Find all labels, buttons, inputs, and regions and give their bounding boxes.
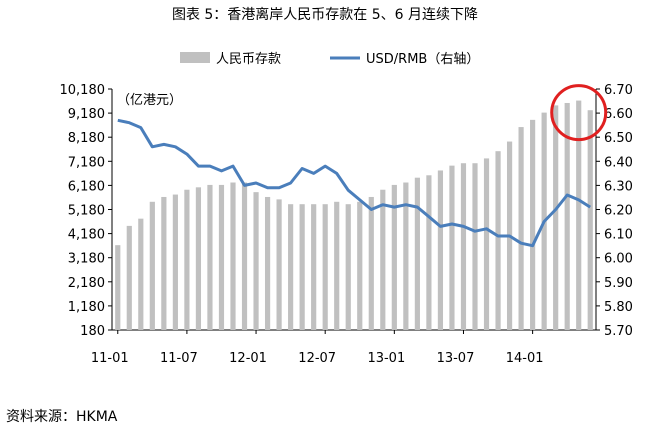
chart-svg: 人民币存款 USD/RMB（右轴） 180 1,180 2,180 3,180 4,180 5…	[60, 52, 633, 366]
right-axis-tick-label: 5.70	[604, 324, 633, 339]
left-axis-tick-label: 7,180	[68, 155, 105, 170]
bar-11-06	[172, 194, 178, 330]
right-axis-tick-label: 6.20	[604, 204, 633, 219]
right-axis-tick-label: 6.30	[604, 179, 633, 194]
bar-12-06	[311, 204, 317, 330]
bar-13-07	[460, 163, 467, 330]
bar-12-03	[276, 199, 282, 330]
bar-12-02	[264, 196, 271, 330]
left-axis-tick-label: 9,180	[68, 107, 105, 122]
bar-11-08	[195, 187, 202, 330]
bar-13-08	[472, 163, 478, 330]
bar-11-07	[184, 189, 190, 330]
bar-13-04	[426, 175, 432, 330]
bar-12-04	[288, 204, 294, 330]
bar-11-04	[149, 201, 155, 330]
bar-13-05	[437, 170, 444, 330]
x-axis-tick-label: 13-01	[367, 351, 405, 366]
left-axis-tick-label: 1,180	[68, 300, 105, 315]
legend-label-deposits: 人民币存款	[216, 52, 281, 67]
bar-14-05	[576, 100, 582, 331]
bar-11-10	[218, 184, 225, 330]
bar-12-09	[345, 204, 351, 330]
bar-13-06	[449, 165, 455, 330]
left-axis-tick-label: 4,180	[68, 228, 105, 243]
x-axis-tick-label: 12-07	[298, 351, 336, 366]
bar-11-05	[161, 196, 167, 330]
x-axis-tick-label: 12-01	[229, 351, 267, 366]
highlight-circle	[550, 84, 608, 142]
bar-13-10	[495, 151, 501, 330]
source-note: 资料来源：HKMA	[6, 409, 118, 425]
left-axis-unit-label: （亿港元）	[117, 93, 182, 108]
bar-12-07	[322, 204, 328, 330]
left-axis-tick-label: 8,180	[68, 131, 105, 146]
left-axis-tick-label: 180	[80, 324, 105, 339]
chart-title: 图表 5：香港离岸人民币存款在 5、6 月连续下降	[171, 7, 479, 23]
bar-12-08	[334, 201, 340, 330]
right-axis-tick-label: 6.70	[604, 83, 633, 98]
bar-13-09	[483, 158, 490, 330]
usdrmb-line	[117, 118, 591, 248]
bar-13-03	[414, 177, 420, 330]
right-axis-tick-label: 5.80	[604, 300, 633, 315]
right-axis-tick-label: 5.90	[604, 276, 633, 291]
left-axis-tick-label: 6,180	[68, 179, 105, 194]
x-axis-tick-label: 14-01	[506, 351, 544, 366]
right-axis-tick-label: 6.00	[604, 252, 633, 267]
bar-13-12	[518, 127, 524, 330]
bar-12-12	[380, 189, 386, 330]
bar-12-10	[357, 201, 363, 330]
bar-12-05	[299, 204, 305, 330]
bar-12-01	[253, 192, 259, 330]
legend-bar-swatch	[180, 52, 210, 63]
right-axis-tick-label: 6.10	[604, 228, 633, 243]
bar-13-01	[391, 184, 397, 330]
right-axis-tick-label: 6.40	[604, 155, 633, 170]
left-axis-tick-label: 2,180	[68, 276, 105, 291]
right-axis-tick-label: 6.60	[604, 107, 633, 122]
left-axis-tick-label: 10,180	[60, 83, 106, 98]
bar-11-03	[138, 218, 144, 330]
bar-14-03	[553, 105, 559, 330]
legend-label-usdrmb: USD/RMB（右轴）	[366, 52, 479, 67]
left-axis-tick-label: 5,180	[68, 204, 105, 219]
bar-12-11	[368, 196, 374, 330]
bar-14-04	[564, 102, 570, 330]
left-axis-tick-label: 3,180	[68, 252, 105, 267]
bar-14-06	[587, 110, 593, 330]
right-axis-tick-label: 6.50	[604, 131, 633, 146]
bar-11-11	[230, 182, 236, 330]
x-axis-tick-label: 13-07	[437, 351, 475, 366]
bar-11-02	[126, 225, 132, 330]
x-axis-tick-label: 11-07	[160, 351, 198, 366]
bar-13-02	[403, 182, 409, 330]
x-axis-tick-label: 11-01	[91, 351, 129, 366]
bar-11-01	[115, 245, 121, 330]
bar-11-09	[207, 184, 213, 330]
bar-11-12	[241, 182, 248, 330]
bar-14-01	[530, 119, 536, 331]
